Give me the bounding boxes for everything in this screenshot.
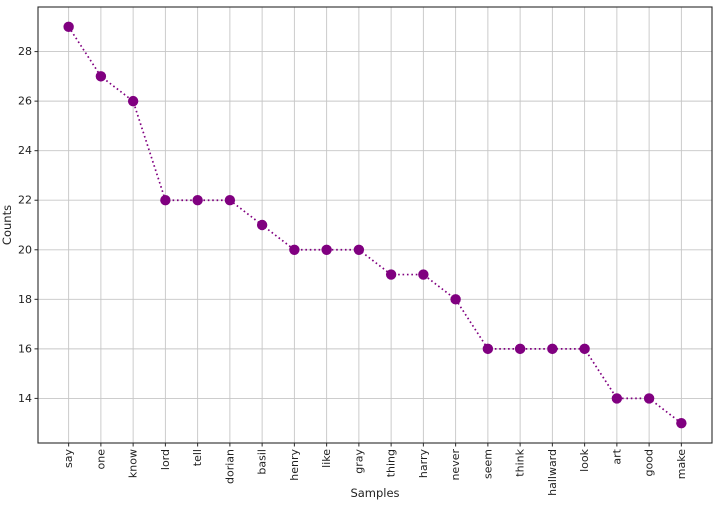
x-tick-label-tell: tell <box>191 449 204 466</box>
y-axis-title: Counts <box>0 205 14 245</box>
y-tick-label: 14 <box>18 392 32 405</box>
data-point-dorian <box>224 195 236 206</box>
data-point-say <box>63 21 74 33</box>
x-tick-label-lord: lord <box>159 449 172 470</box>
x-tick-label-like: like <box>320 449 333 468</box>
series-layer <box>63 21 687 429</box>
data-point-think <box>514 343 526 355</box>
y-tick-label: 28 <box>18 45 32 58</box>
data-point-good <box>643 393 655 404</box>
data-point-like <box>321 244 332 255</box>
x-tick-label-art: art <box>610 448 623 464</box>
x-tick-label-basil: basil <box>256 449 269 475</box>
x-axis-title: Samples <box>350 486 399 500</box>
data-point-henry <box>289 244 300 255</box>
y-tick-label: 18 <box>18 293 32 306</box>
data-point-tell <box>192 195 203 206</box>
data-point-thing <box>385 269 397 280</box>
counts-series-line <box>67 26 682 424</box>
y-tick-label: 22 <box>18 194 32 207</box>
data-point-seem <box>482 343 494 355</box>
tick-layer <box>34 51 682 447</box>
data-point-gray <box>353 244 365 255</box>
x-tick-label-seem: seem <box>481 449 494 479</box>
data-point-lord <box>160 195 171 206</box>
plot-frame <box>37 6 713 444</box>
x-tick-label-dorian: dorian <box>223 449 236 484</box>
data-point-make <box>676 417 687 429</box>
y-tick-label: 20 <box>18 243 32 256</box>
x-tick-label-one: one <box>94 449 107 470</box>
y-tick-label: 24 <box>18 144 32 157</box>
data-point-harry <box>418 269 429 280</box>
x-tick-label-never: never <box>449 449 462 481</box>
x-tick-label-thing: thing <box>385 449 398 477</box>
x-tick-label-make: make <box>675 449 688 479</box>
tick-label-layer: 14 16 18 20 22 24 26 28 say one know lord tell dorian… <box>18 45 688 496</box>
data-point-never <box>450 294 461 305</box>
x-tick-label-say: say <box>62 449 75 468</box>
x-tick-label-harry: harry <box>417 449 430 479</box>
x-tick-label-hallward: hallward <box>546 449 559 496</box>
x-tick-label-good: good <box>643 449 656 476</box>
data-point-hallward <box>547 343 558 355</box>
data-point-art <box>611 393 623 404</box>
data-point-know <box>127 95 139 107</box>
x-tick-label-look: look <box>578 448 591 472</box>
grid-layer <box>38 7 712 443</box>
data-point-one <box>95 71 107 82</box>
data-point-basil <box>256 219 268 231</box>
x-tick-label-think: think <box>514 448 527 476</box>
x-tick-label-henry: henry <box>288 449 301 481</box>
x-tick-label-know: know <box>127 449 140 478</box>
y-tick-label: 26 <box>18 95 32 108</box>
y-tick-label: 16 <box>18 342 32 355</box>
data-point-look <box>579 343 590 355</box>
x-tick-label-gray: gray <box>352 449 365 474</box>
